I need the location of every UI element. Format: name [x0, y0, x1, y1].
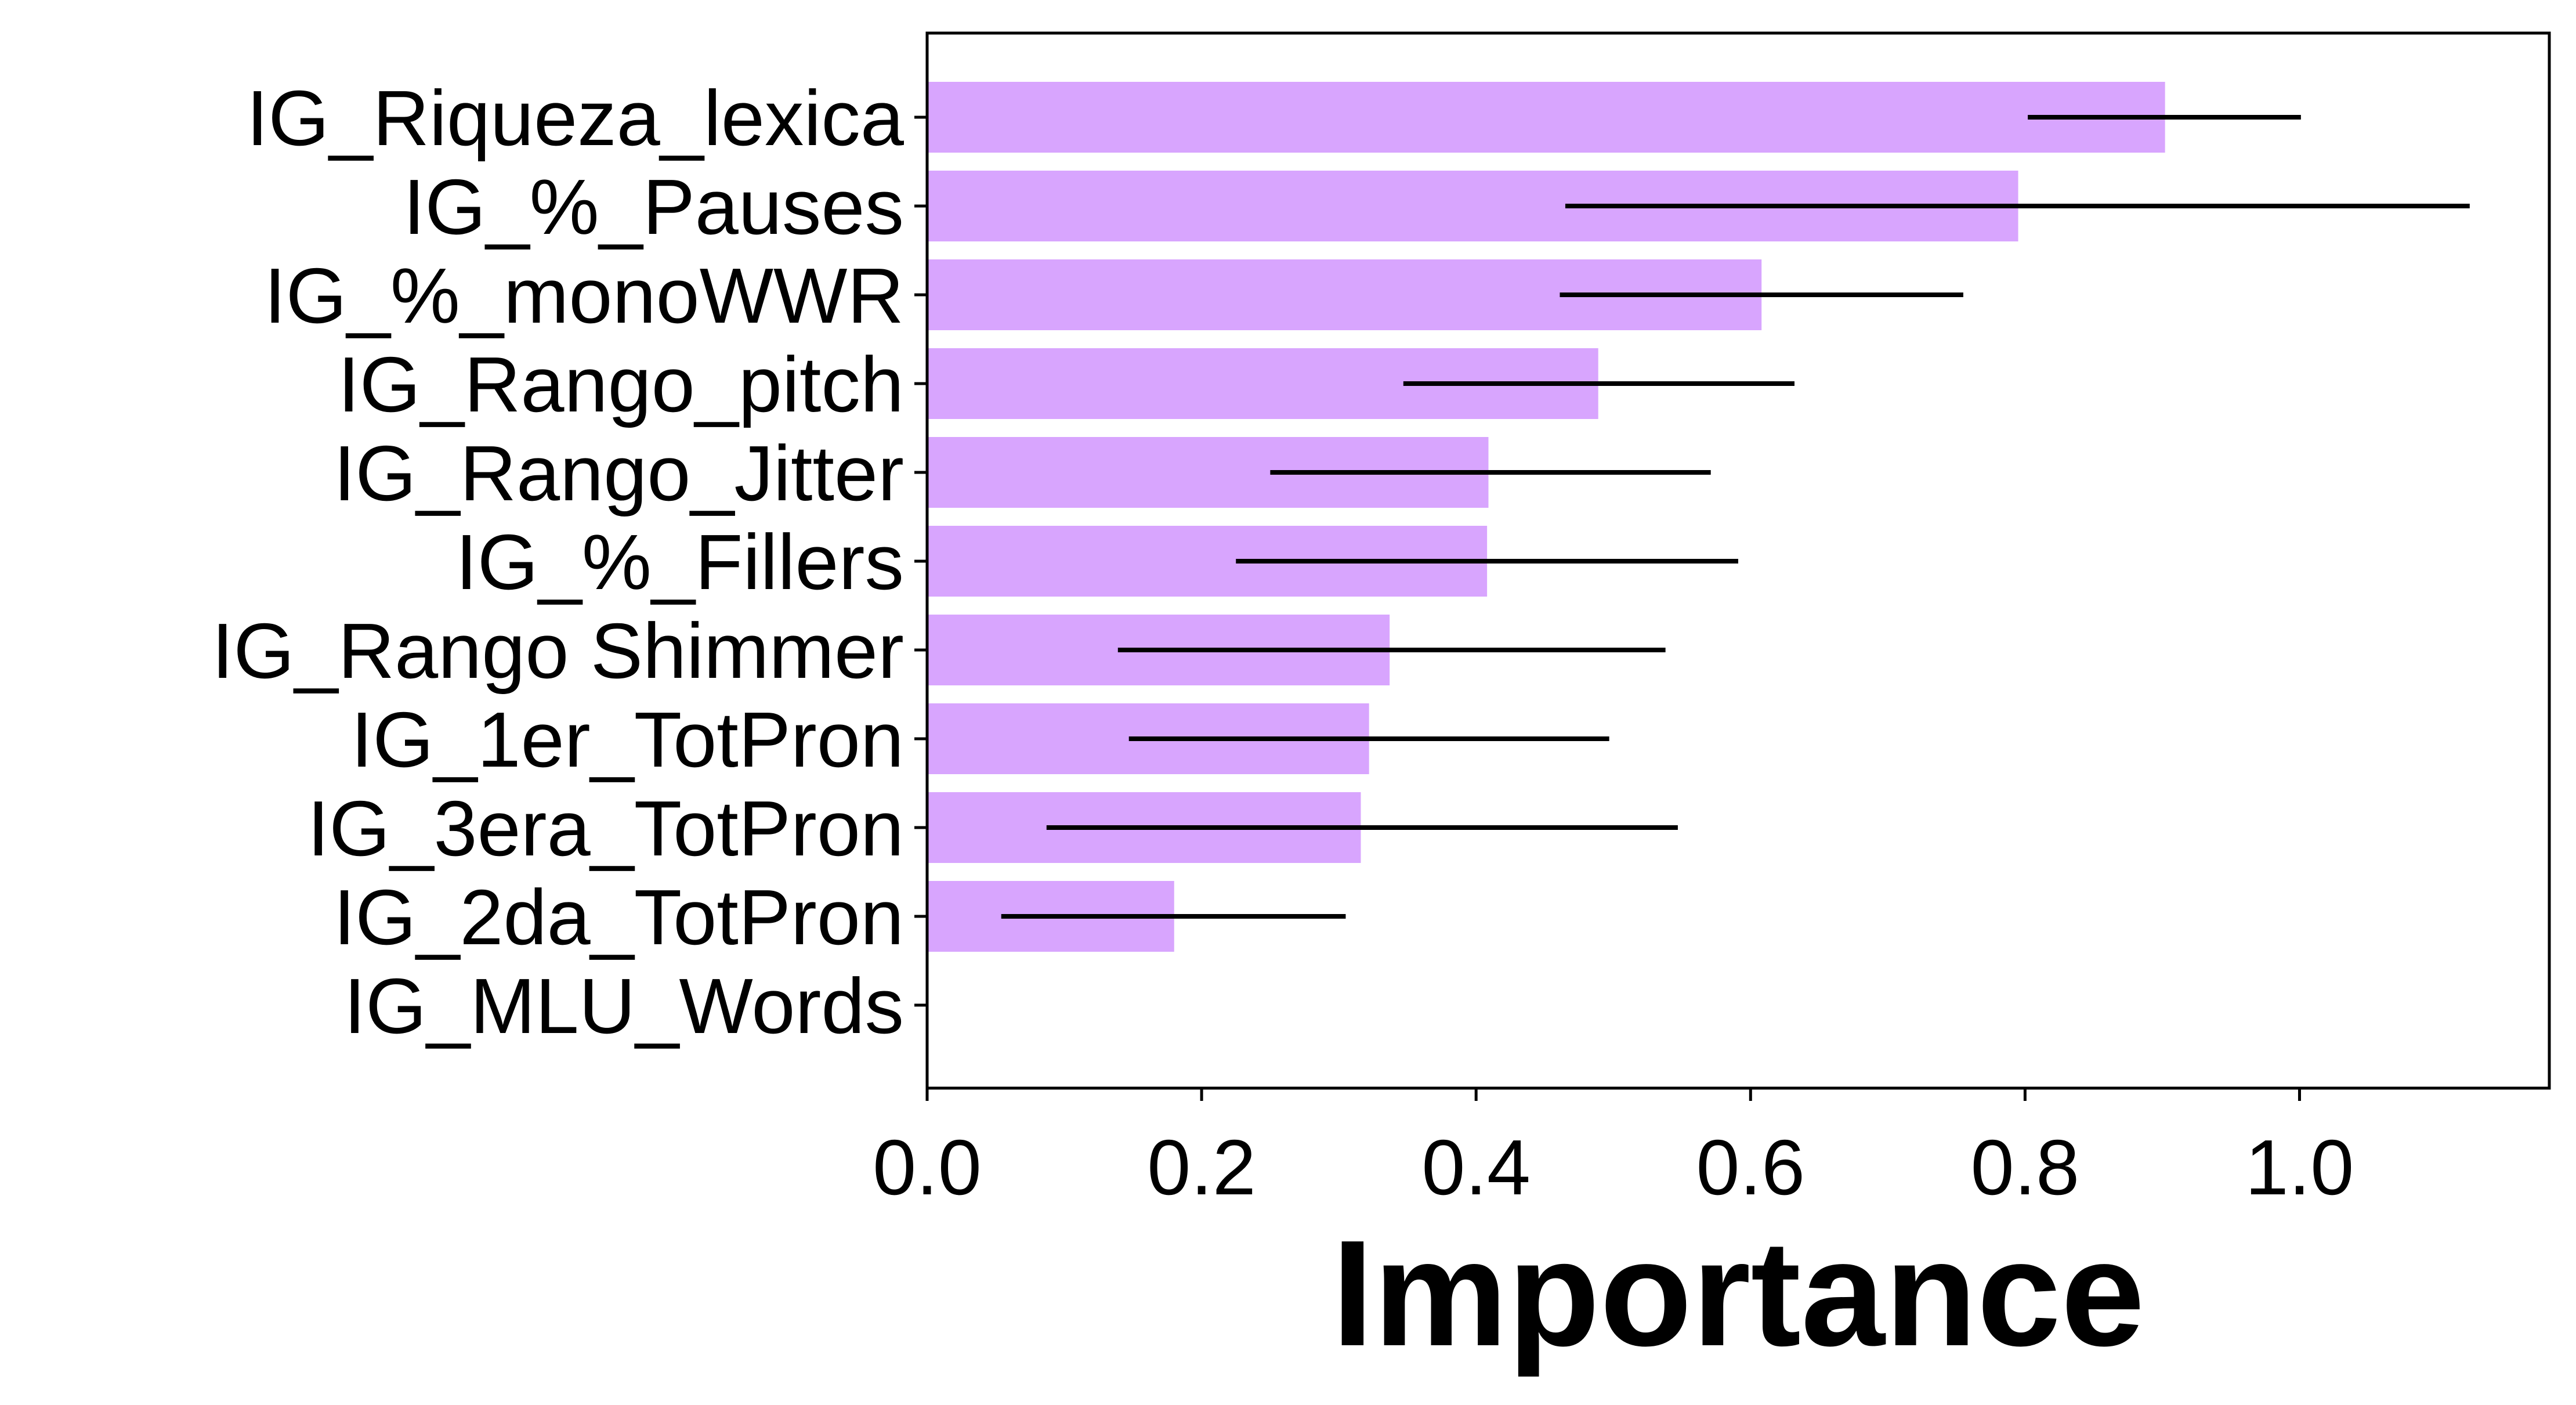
bar [927, 82, 2165, 153]
category-label: IG_Rango_Jitter [334, 429, 904, 517]
category-label: IG_%_Pauses [403, 163, 904, 251]
plot-frame [925, 31, 2551, 1090]
x-axis-ticks: 0.0 0.2 0.4 0.6 0.8 1.0 [873, 1088, 2354, 1211]
x-tick-label: 0.0 [873, 1124, 982, 1211]
x-tick-label: 0.8 [1971, 1124, 2080, 1211]
category-label: IG_MLU_Words [344, 962, 904, 1050]
category-label: IG_Rango Shimmer [212, 607, 904, 695]
x-tick-label: 1.0 [2245, 1124, 2354, 1211]
category-label: IG_1er_TotPron [351, 696, 904, 783]
category-label: IG_%_monoWWR [264, 252, 904, 339]
x-axis-title: Importance [1332, 1209, 2144, 1378]
x-tick-label: 0.6 [1696, 1124, 1805, 1211]
category-labels: IG_Riqueza_lexicaIG_%_PausesIG_%_monoWWR… [212, 74, 927, 1050]
category-label: IG_Rango_pitch [338, 341, 904, 428]
category-label: IG_2da_TotPron [334, 873, 904, 961]
x-tick-label: 0.4 [1421, 1124, 1531, 1211]
error-bars-layer [1001, 115, 2470, 919]
category-label: IG_Riqueza_lexica [247, 74, 905, 162]
category-label: IG_%_Fillers [455, 518, 904, 606]
bars-layer [927, 82, 2165, 952]
category-label: IG_3era_TotPron [307, 785, 904, 872]
x-tick-label: 0.2 [1147, 1124, 1256, 1211]
